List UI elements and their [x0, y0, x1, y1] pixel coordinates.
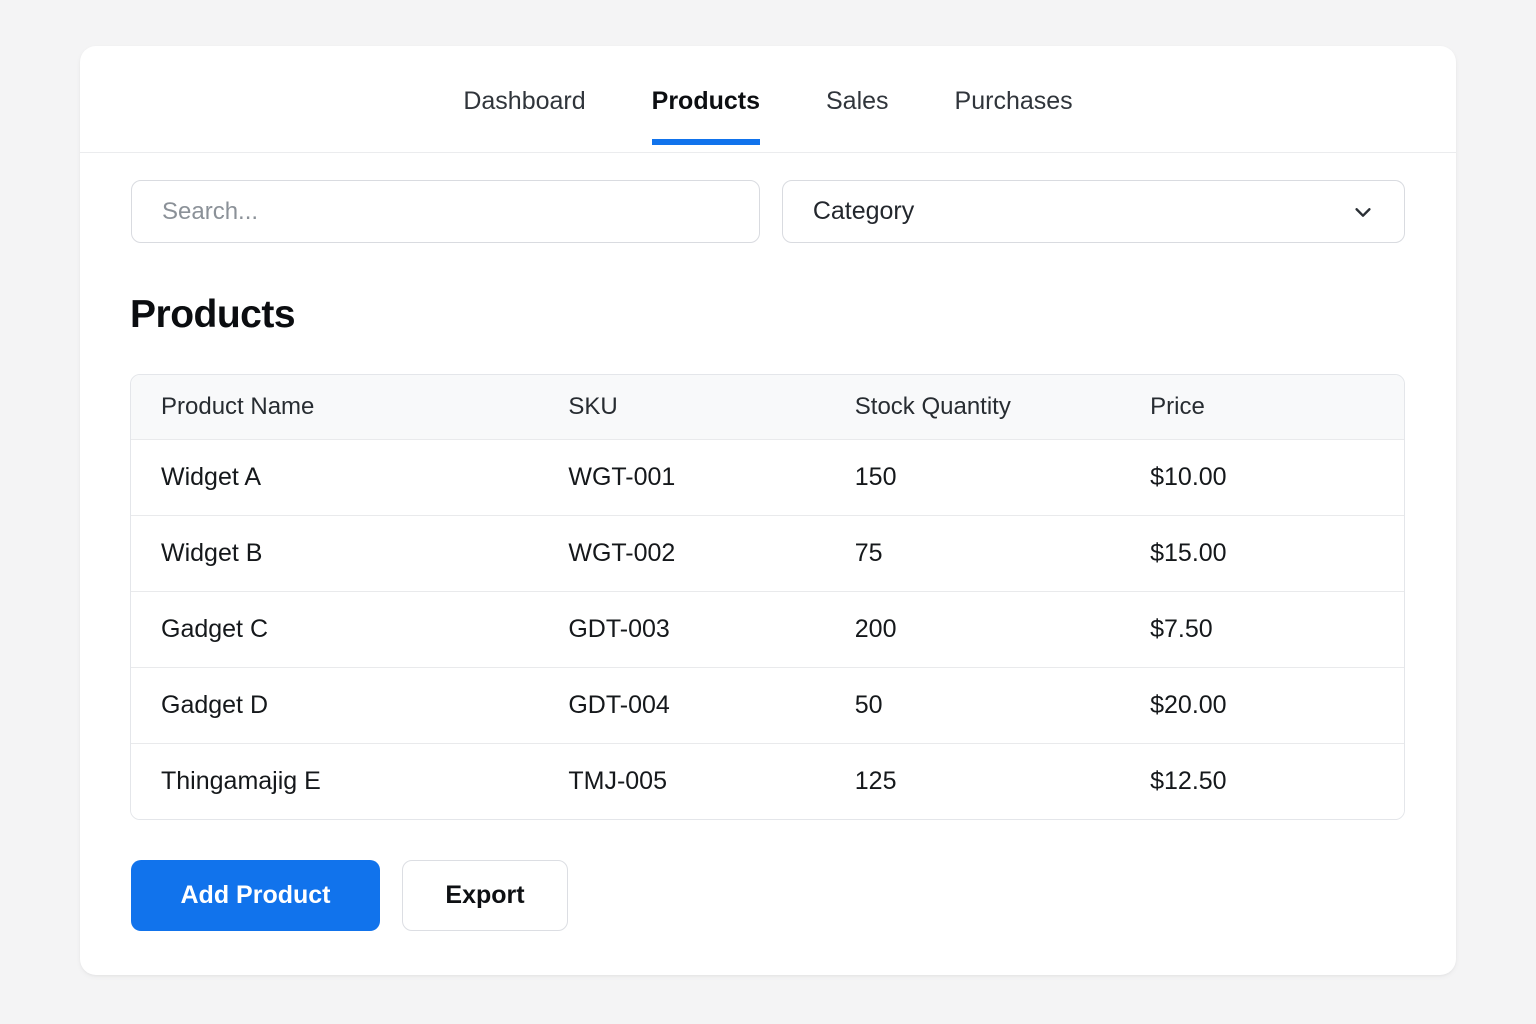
action-bar: Add Product Export [131, 860, 1456, 931]
cell-price: $12.50 [1120, 742, 1404, 819]
cell-stock-quantity: 125 [824, 742, 1121, 819]
filter-bar: Category [131, 180, 1405, 243]
cell-sku: WGT-001 [538, 438, 825, 515]
column-header-sku: SKU [538, 375, 825, 439]
cell-price: $7.50 [1120, 590, 1404, 667]
products-table: Product Name SKU Stock Quantity Price Wi… [130, 374, 1405, 820]
tab-products-label: Products [651, 86, 760, 115]
table-row[interactable]: Gadget C GDT-003 200 $7.50 [131, 590, 1404, 667]
category-dropdown-value: Category [812, 197, 915, 225]
cell-price: $10.00 [1120, 438, 1404, 515]
tab-sales[interactable]: Sales [826, 86, 889, 152]
cell-price: $15.00 [1120, 514, 1404, 591]
search-input[interactable] [131, 180, 760, 243]
column-header-stock-quantity: Stock Quantity [824, 375, 1121, 439]
table-row[interactable]: Thingamajig E TMJ-005 125 $12.50 [131, 742, 1404, 819]
add-product-button[interactable]: Add Product [131, 860, 380, 931]
chevron-down-icon [1352, 201, 1374, 223]
table-row[interactable]: Gadget D GDT-004 50 $20.00 [131, 666, 1404, 743]
cell-stock-quantity: 200 [824, 590, 1121, 667]
cell-product-name: Thingamajig E [131, 742, 539, 819]
main-card: Dashboard Products Sales Purchases Categ… [80, 46, 1456, 975]
cell-sku: TMJ-005 [538, 742, 825, 819]
category-dropdown[interactable]: Category [781, 180, 1405, 243]
top-nav: Dashboard Products Sales Purchases [80, 46, 1456, 153]
cell-product-name: Gadget C [131, 590, 539, 667]
cell-sku: GDT-003 [538, 590, 825, 667]
column-header-price: Price [1120, 375, 1404, 439]
cell-product-name: Gadget D [131, 666, 539, 743]
tab-purchases[interactable]: Purchases [955, 86, 1073, 152]
cell-product-name: Widget B [131, 514, 539, 591]
cell-product-name: Widget A [131, 438, 539, 515]
cell-price: $20.00 [1120, 666, 1404, 743]
table-header-row: Product Name SKU Stock Quantity Price [131, 375, 1404, 439]
cell-sku: WGT-002 [538, 514, 825, 591]
active-tab-indicator [651, 139, 760, 145]
cell-stock-quantity: 75 [824, 514, 1121, 591]
cell-stock-quantity: 50 [824, 666, 1121, 743]
cell-sku: GDT-004 [538, 666, 825, 743]
table-row[interactable]: Widget A WGT-001 150 $10.00 [131, 438, 1404, 515]
table-row[interactable]: Widget B WGT-002 75 $15.00 [131, 514, 1404, 591]
cell-stock-quantity: 150 [824, 438, 1121, 515]
export-button[interactable]: Export [402, 860, 568, 931]
page-title: Products [130, 293, 296, 336]
tab-products[interactable]: Products [651, 86, 760, 152]
tab-dashboard[interactable]: Dashboard [463, 86, 585, 152]
column-header-product-name: Product Name [131, 375, 539, 439]
